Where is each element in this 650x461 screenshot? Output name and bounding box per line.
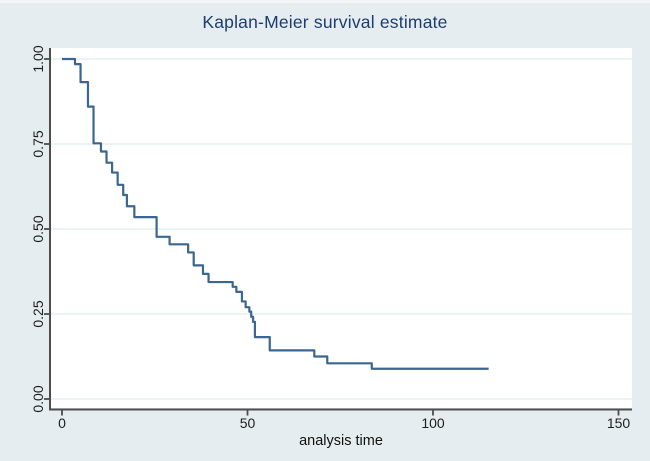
- survival-curve: [62, 57, 489, 370]
- y-tick-label: 0.75: [30, 130, 46, 158]
- x-tick-label: 150: [606, 415, 631, 431]
- plot-area: [51, 48, 632, 408]
- x-axis-title: analysis time: [299, 433, 383, 449]
- y-tick-label: 0.25: [30, 300, 46, 328]
- chart-canvas: [44, 48, 632, 416]
- y-tick-label: 0.50: [30, 215, 46, 243]
- x-tick-label: 100: [421, 415, 445, 431]
- x-tick-label: 0: [58, 415, 66, 431]
- y-tick-label: 1.00: [30, 45, 46, 73]
- y-tick-label: 0.00: [30, 385, 46, 413]
- chart-title: Kaplan-Meier survival estimate: [202, 12, 448, 32]
- x-tick-label: 50: [239, 415, 256, 431]
